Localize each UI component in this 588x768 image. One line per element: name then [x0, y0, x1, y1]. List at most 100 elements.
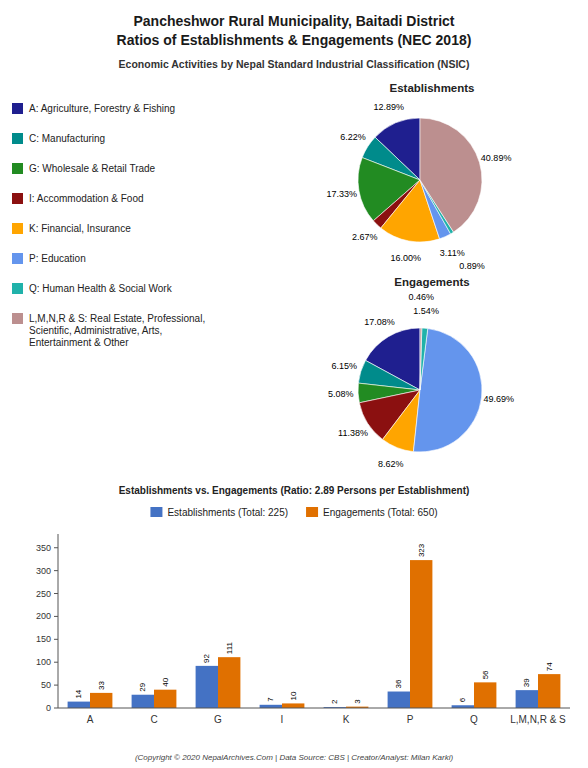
data-label: 56 — [481, 670, 490, 679]
legend-swatch — [12, 313, 23, 324]
data-label: 40 — [161, 677, 170, 686]
legend-swatch — [12, 223, 23, 234]
text-line: L,M,N,R & S: Real Estate, Professional, — [29, 313, 205, 324]
legend: A: Agriculture, Forestry & Fishing C: Man… — [12, 103, 205, 348]
data-label: 11.38% — [338, 428, 368, 438]
y-tick — [54, 547, 58, 548]
legend-swatch — [12, 163, 23, 174]
data-label: 16.00% — [390, 253, 421, 263]
legend-swatch — [12, 193, 23, 204]
data-label: 3 — [353, 699, 362, 704]
data-label: 1.54% — [413, 306, 439, 316]
y-tick — [54, 685, 58, 686]
data-label: 323 — [417, 543, 426, 557]
bars — [68, 560, 561, 708]
bar — [132, 695, 154, 708]
data-label: 74 — [545, 662, 554, 671]
legend-swatch — [12, 253, 23, 264]
data-label: 17.08% — [364, 317, 395, 327]
pie-chart: EstablishmentsA: Agriculture, Forestry &… — [358, 82, 482, 242]
y-tick-label: 300 — [36, 566, 51, 576]
legend-entry: Engagements (Total: 650) — [323, 507, 438, 518]
bar — [90, 693, 112, 708]
data-label: 39 — [522, 678, 531, 687]
data-label: 33 — [97, 680, 106, 689]
data-label: 2.67% — [352, 232, 378, 242]
data-label: 40.89% — [481, 153, 512, 163]
bar-chart: Establishments vs. Engagements (Ratio: 2… — [36, 485, 570, 725]
legend-entry: K: Financial, Insurance — [29, 223, 131, 234]
data-label: 12.89% — [373, 102, 404, 112]
y-tick-label: 50 — [41, 680, 51, 690]
bar — [68, 702, 90, 708]
x-tick-label: Q — [470, 714, 478, 725]
x-tick-label: G — [214, 714, 222, 725]
data-label: 6.15% — [332, 361, 358, 371]
figure-subtitle: Economic Activities by Nepal Standard In… — [119, 58, 470, 70]
data-label: 8.62% — [378, 459, 404, 469]
legend-swatch — [12, 283, 23, 294]
figure-title: Pancheshwor Rural Municipality, Baitadi … — [133, 13, 454, 29]
bar-title: Establishments vs. Engagements (Ratio: 2… — [119, 485, 470, 496]
data-label: 10 — [289, 691, 298, 700]
bar — [516, 690, 538, 708]
y-tick-label: 350 — [36, 543, 51, 553]
legend-entry: L,M,N,R & S: Real Estate, Professional,S… — [29, 313, 205, 348]
legend: Establishments (Total: 225) Engagements (… — [150, 507, 437, 518]
legend-swatch — [12, 133, 23, 144]
pie-slice: P: Education — [413, 328, 482, 452]
y-tick — [54, 570, 58, 571]
data-label: 2 — [330, 699, 339, 704]
text-line: Scientific, Administrative, Arts, — [29, 325, 162, 336]
y-axis-line — [58, 534, 59, 708]
legend-entry: P: Education — [29, 253, 86, 264]
pie-slice: L,M,N,R & S: Real Estate, Professional, … — [420, 118, 482, 232]
legend-entry: C: Manufacturing — [29, 133, 105, 144]
x-tick-label: L,M,N,R & S — [510, 714, 566, 725]
y-tick — [54, 662, 58, 663]
legend-entry: Establishments (Total: 225) — [167, 507, 288, 518]
bar — [218, 657, 240, 708]
bar — [196, 666, 218, 708]
data-label: 17.33% — [327, 189, 358, 199]
data-label: 92 — [202, 653, 211, 662]
data-label: 3.11% — [440, 248, 465, 258]
pie-title: Engagements — [394, 276, 469, 288]
data-label: 0.89% — [459, 261, 485, 271]
pie-slice: L,M,N,R & S: Real Estate, Professional, … — [420, 328, 422, 390]
data-label: 6 — [458, 697, 467, 702]
chart-root: Pancheshwor Rural Municipality, Baitadi … — [0, 0, 588, 768]
pie-title: Establishments — [390, 82, 475, 94]
y-tick-label: 0 — [46, 703, 51, 713]
data-label: 14 — [74, 689, 83, 698]
y-tick-label: 250 — [36, 589, 51, 599]
figure-title: Ratios of Establishments & Engagements (… — [117, 32, 472, 48]
y-tick — [54, 616, 58, 617]
x-tick-label: C — [150, 714, 157, 725]
x-tick-label: I — [281, 714, 284, 725]
text-line: Entertainment & Other — [29, 337, 129, 348]
legend-swatch — [12, 103, 23, 114]
data-label: 29 — [138, 682, 147, 691]
legend-entry: A: Agriculture, Forestry & Fishing — [29, 103, 175, 114]
bar — [538, 674, 560, 708]
bar — [154, 690, 176, 708]
legend-entry: G: Wholesale & Retail Trade — [29, 163, 156, 174]
bar — [388, 692, 410, 708]
data-labels: 142992723663933401111033235674 — [74, 543, 553, 704]
pie-chart: EngagementsA: Agriculture, Forestry & Fi… — [358, 276, 482, 452]
data-label: 7 — [266, 697, 275, 702]
data-label: 0.46% — [409, 292, 435, 302]
bar — [474, 682, 496, 708]
bar — [410, 560, 432, 708]
data-label: 36 — [394, 679, 403, 688]
legend-entry: I: Accommodation & Food — [29, 193, 144, 204]
data-label: 6.22% — [340, 132, 366, 142]
pie-slice: Q: Human Health & Social Work — [420, 328, 428, 390]
y-tick-label: 200 — [36, 611, 51, 621]
x-axis-line — [58, 708, 570, 709]
data-label: 49.69% — [484, 394, 515, 404]
y-tick-label: 150 — [36, 634, 51, 644]
bar — [282, 703, 304, 708]
y-tick-label: 100 — [36, 657, 51, 667]
